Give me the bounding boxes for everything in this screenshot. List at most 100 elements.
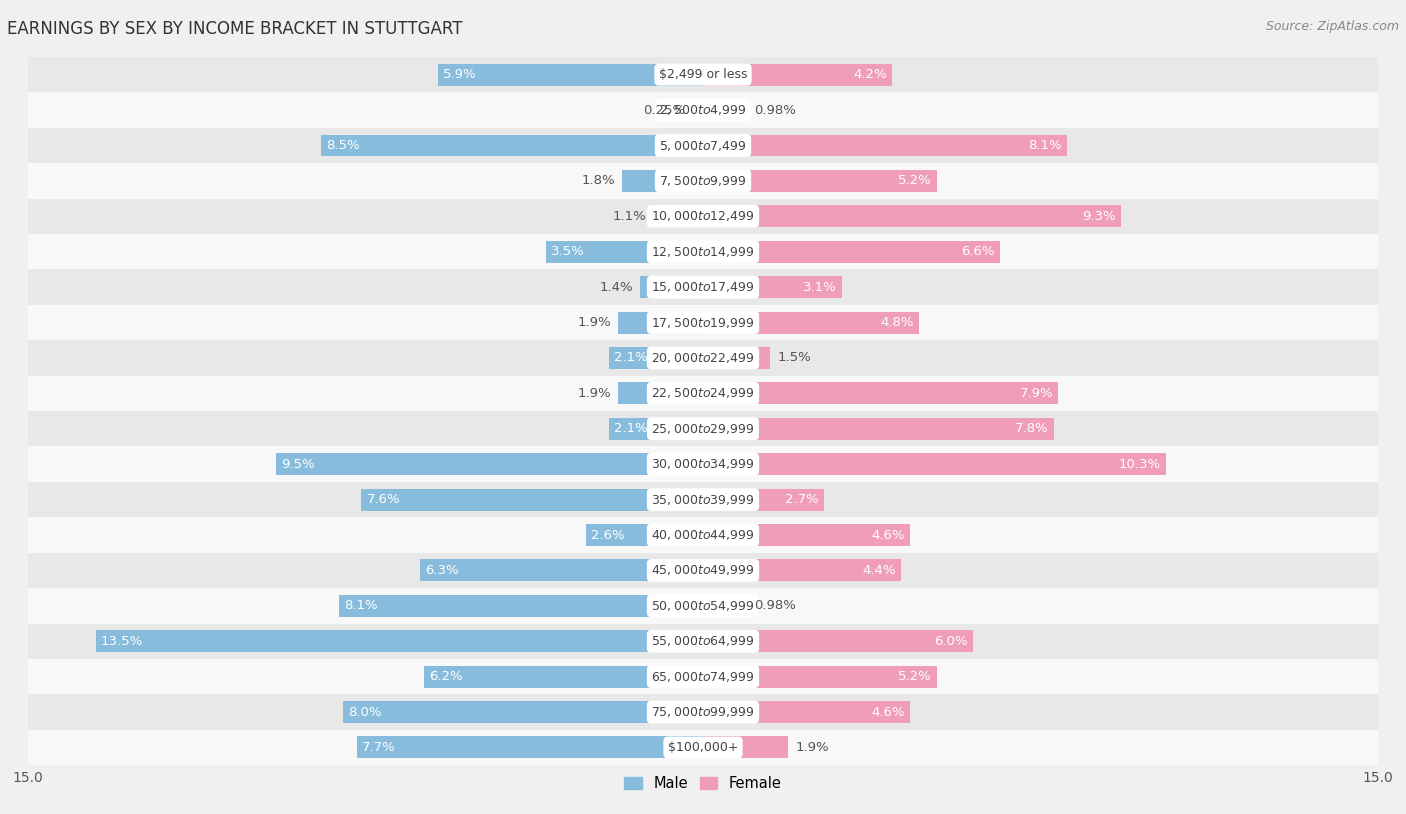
Text: $55,000 to $64,999: $55,000 to $64,999 <box>651 634 755 648</box>
Text: 2.1%: 2.1% <box>614 352 648 365</box>
Text: 7.8%: 7.8% <box>1015 422 1049 435</box>
Bar <box>586 524 703 546</box>
Bar <box>703 276 842 298</box>
Bar <box>654 205 703 227</box>
Bar <box>28 624 1378 659</box>
Text: 7.9%: 7.9% <box>1019 387 1053 400</box>
Bar <box>703 99 747 121</box>
Text: $45,000 to $49,999: $45,000 to $49,999 <box>651 563 755 577</box>
Text: $100,000+: $100,000+ <box>668 741 738 754</box>
Bar <box>640 276 703 298</box>
Text: 5.9%: 5.9% <box>443 68 477 81</box>
Bar <box>343 701 703 723</box>
Bar <box>28 340 1378 375</box>
Text: 10.3%: 10.3% <box>1119 457 1161 470</box>
Text: $17,500 to $19,999: $17,500 to $19,999 <box>651 316 755 330</box>
Text: 4.6%: 4.6% <box>872 528 904 541</box>
Bar <box>28 163 1378 199</box>
Text: 6.6%: 6.6% <box>962 245 994 258</box>
Text: Source: ZipAtlas.com: Source: ZipAtlas.com <box>1265 20 1399 33</box>
Text: 5.2%: 5.2% <box>898 670 932 683</box>
Text: 1.4%: 1.4% <box>599 281 633 294</box>
Text: 0.25%: 0.25% <box>643 103 685 116</box>
Text: $15,000 to $17,499: $15,000 to $17,499 <box>651 280 755 294</box>
Bar <box>703 595 747 617</box>
Text: 1.9%: 1.9% <box>576 316 610 329</box>
Text: 8.0%: 8.0% <box>349 706 382 719</box>
Text: $20,000 to $22,499: $20,000 to $22,499 <box>651 351 755 365</box>
Bar <box>617 312 703 334</box>
Text: 4.8%: 4.8% <box>880 316 914 329</box>
Bar <box>703 453 1167 475</box>
Text: 8.5%: 8.5% <box>326 139 360 152</box>
Bar <box>621 170 703 192</box>
Bar <box>28 553 1378 588</box>
Bar <box>28 446 1378 482</box>
Bar <box>28 128 1378 163</box>
Bar <box>703 312 920 334</box>
Text: $12,500 to $14,999: $12,500 to $14,999 <box>651 245 755 259</box>
Bar <box>703 63 891 85</box>
Text: 5.2%: 5.2% <box>898 174 932 187</box>
Text: 1.5%: 1.5% <box>778 352 811 365</box>
Bar <box>703 134 1067 156</box>
Legend: Male, Female: Male, Female <box>619 770 787 797</box>
Text: $10,000 to $12,499: $10,000 to $12,499 <box>651 209 755 223</box>
Text: 4.2%: 4.2% <box>853 68 887 81</box>
Bar <box>28 694 1378 730</box>
Bar <box>703 559 901 581</box>
Text: 8.1%: 8.1% <box>344 599 378 612</box>
Text: $50,000 to $54,999: $50,000 to $54,999 <box>651 599 755 613</box>
Text: 9.5%: 9.5% <box>281 457 315 470</box>
Text: 1.1%: 1.1% <box>613 210 647 223</box>
Text: 1.8%: 1.8% <box>582 174 616 187</box>
Bar <box>28 588 1378 624</box>
Text: $22,500 to $24,999: $22,500 to $24,999 <box>651 387 755 400</box>
Text: 4.6%: 4.6% <box>872 706 904 719</box>
Text: 0.98%: 0.98% <box>754 599 796 612</box>
Bar <box>703 347 770 369</box>
Bar <box>28 57 1378 92</box>
Text: 7.7%: 7.7% <box>361 741 395 754</box>
Bar <box>321 134 703 156</box>
Bar <box>28 730 1378 765</box>
Bar <box>546 241 703 263</box>
Text: 7.6%: 7.6% <box>367 493 401 506</box>
Bar <box>703 701 910 723</box>
Text: $75,000 to $99,999: $75,000 to $99,999 <box>651 705 755 719</box>
Bar <box>28 375 1378 411</box>
Bar <box>703 524 910 546</box>
Bar <box>28 659 1378 694</box>
Bar <box>609 347 703 369</box>
Text: $40,000 to $44,999: $40,000 to $44,999 <box>651 528 755 542</box>
Bar <box>276 453 703 475</box>
Bar <box>361 488 703 510</box>
Bar <box>617 383 703 405</box>
Text: $5,000 to $7,499: $5,000 to $7,499 <box>659 138 747 152</box>
Text: 8.1%: 8.1% <box>1028 139 1062 152</box>
Text: 2.6%: 2.6% <box>592 528 626 541</box>
Bar <box>425 666 703 688</box>
Bar <box>28 234 1378 269</box>
Bar <box>703 630 973 652</box>
Bar <box>28 304 1378 340</box>
Bar <box>96 630 703 652</box>
Text: $65,000 to $74,999: $65,000 to $74,999 <box>651 670 755 684</box>
Bar <box>703 383 1059 405</box>
Bar <box>609 418 703 440</box>
Bar <box>28 269 1378 304</box>
Bar <box>28 518 1378 553</box>
Text: $35,000 to $39,999: $35,000 to $39,999 <box>651 492 755 506</box>
Bar <box>28 482 1378 518</box>
Bar <box>28 92 1378 128</box>
Bar <box>703 205 1122 227</box>
Text: $7,500 to $9,999: $7,500 to $9,999 <box>659 174 747 188</box>
Text: 3.1%: 3.1% <box>803 281 837 294</box>
Text: 2.7%: 2.7% <box>786 493 820 506</box>
Text: 6.2%: 6.2% <box>429 670 463 683</box>
Bar <box>692 99 703 121</box>
Bar <box>703 241 1000 263</box>
Text: 0.98%: 0.98% <box>754 103 796 116</box>
Text: 2.1%: 2.1% <box>614 422 648 435</box>
Bar <box>703 666 936 688</box>
